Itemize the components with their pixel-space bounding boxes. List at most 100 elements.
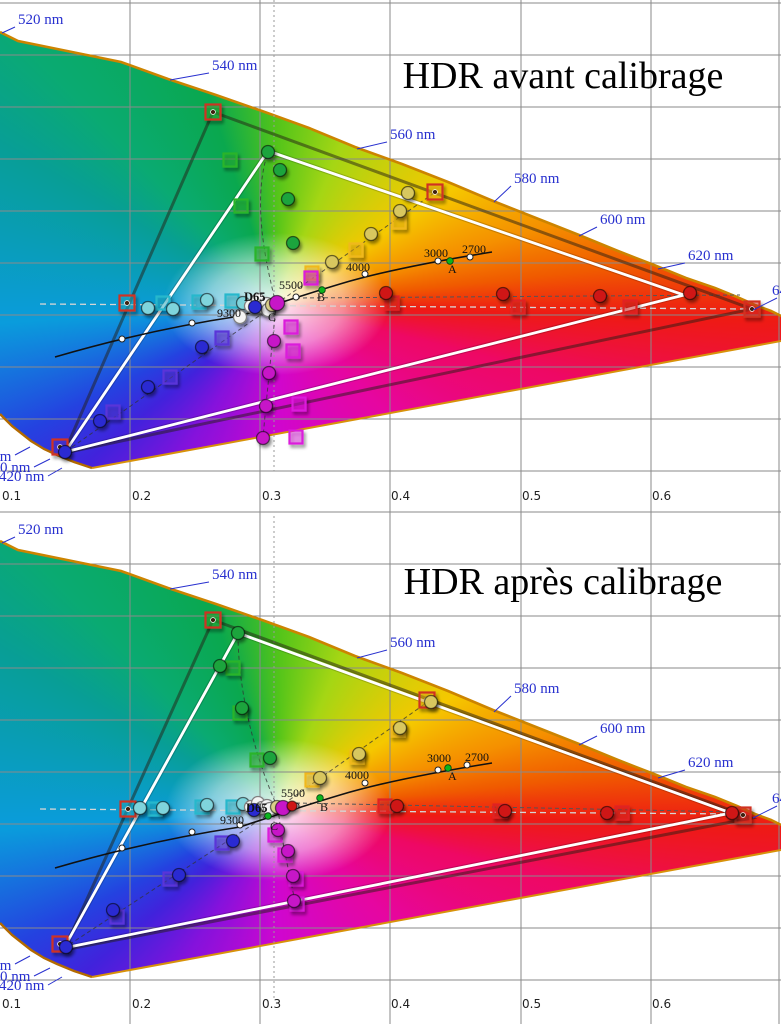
measured-point-magenta [255, 430, 271, 446]
reference-point-magenta [283, 319, 299, 335]
temp-label-C: C [268, 310, 276, 324]
wavelength-leader-line [169, 72, 210, 81]
measured-point-yellow [351, 746, 367, 762]
wavelength-leader-line [1, 26, 16, 34]
wavelength-label: 560 nm [390, 635, 436, 651]
measured-point-green [285, 235, 301, 251]
blackbody-temp-dot [466, 253, 474, 261]
measured-point-magenta [270, 822, 286, 838]
blackbody-temp-dot [292, 293, 300, 301]
measured-point-blue [194, 339, 210, 355]
reference-point-magenta [288, 429, 304, 445]
temp-label-4000: 4000 [345, 768, 369, 782]
reference-glyph-green [210, 109, 216, 115]
axis-tick-label: 0.1 [2, 489, 21, 503]
axis-tick-label: 0.2 [132, 997, 151, 1011]
wavelength-leader-line [493, 185, 512, 203]
reference-point-blue [162, 369, 178, 385]
purple-boundary-line [91, 849, 781, 978]
reference-point-magenta [303, 270, 319, 286]
small-green-dot [444, 764, 452, 772]
wavelength-leader-line [14, 955, 31, 965]
measured-point-yellow [400, 185, 416, 201]
wavelength-leader-line [169, 581, 210, 590]
wavelength-label: 540 nm [212, 567, 258, 583]
chart-title-after: HDR après calibrage [403, 561, 723, 603]
temp-label-B: B [317, 290, 325, 304]
wavelength-leader-line [356, 649, 388, 659]
measured-point-magenta [285, 868, 301, 884]
wavelength-label: 640 nm [772, 791, 781, 807]
axis-tick-label: 0.3 [262, 489, 281, 503]
measured-point-cyan [199, 292, 215, 308]
wavelength-label: 520 nm [18, 12, 64, 28]
measured-point-green [234, 700, 250, 716]
reference-point-blue [214, 330, 230, 346]
wavelength-leader-line [578, 226, 598, 237]
measured-point-yellow [392, 203, 408, 219]
wavelength-label: 440 nm [0, 460, 31, 476]
reference-point-red [377, 798, 393, 814]
reference-glyph-cyan [124, 300, 130, 306]
temp-label-D65: D65 [246, 801, 268, 815]
wavelength-leader-line [752, 297, 778, 311]
reference-point-magenta [285, 343, 301, 359]
measured-point-cyan [199, 797, 215, 813]
gamut-triangle-native [61, 618, 758, 953]
measured-point-cyan [155, 800, 171, 816]
axis-tick-label: 0.3 [262, 997, 281, 1011]
temp-label-2700: 2700 [462, 242, 486, 256]
blackbody-temp-dot [188, 319, 196, 327]
red-sweep-dashed [295, 802, 737, 813]
measured-point-blue [92, 413, 108, 429]
measured-point-green [280, 191, 296, 207]
measured-point-red [724, 805, 740, 821]
wavelength-leader-line [33, 967, 51, 977]
reference-point-blue [105, 404, 121, 420]
small-green-dot [316, 794, 324, 802]
chart-title-before: HDR avant calibrage [402, 55, 724, 97]
measured-point-blue [58, 939, 74, 955]
temp-label-3000: 3000 [424, 246, 448, 260]
measured-point-magenta [286, 893, 302, 909]
measured-point-red [389, 798, 405, 814]
blackbody-temp-dot [434, 257, 442, 265]
blackbody-temp-dot [118, 844, 126, 852]
measured-point-red [682, 285, 698, 301]
measured-point-blue [225, 833, 241, 849]
reference-point-red [622, 299, 638, 315]
saturation-sweep-dashed [260, 151, 277, 305]
reference-point-magenta [291, 396, 307, 412]
reference-point-green [225, 660, 241, 676]
measured-point-green [262, 750, 278, 766]
reference-point-green [233, 198, 249, 214]
spectral-locus-edge-blue [0, 413, 93, 470]
reference-glyph-red [749, 306, 755, 312]
temp-label-9300: 9300 [217, 306, 241, 320]
reference-glyph-cyan [125, 806, 131, 812]
axis-tick-label: 0.5 [522, 997, 541, 1011]
purple-boundary-line [91, 340, 781, 469]
measured-point-yellow [324, 254, 340, 270]
measured-point-magenta [266, 333, 282, 349]
saturation-sweep-dashed [237, 632, 279, 809]
measured-point-green [230, 625, 246, 641]
wavelength-label: 420 nm [0, 469, 45, 485]
wavelength-leader-line [1, 536, 16, 544]
temp-label-A: A [448, 262, 457, 276]
measured-point-cyan [165, 301, 181, 317]
measured-point-yellow [423, 694, 439, 710]
gamut-triangle-native [61, 110, 758, 456]
wavelength-label: 580 nm [514, 171, 560, 187]
measured-point-blue [105, 902, 121, 918]
reference-point-green [222, 152, 238, 168]
axis-tick-label: 0.5 [522, 489, 541, 503]
spectral-locus-edge-blue [0, 922, 93, 979]
reference-glyph-red [740, 812, 746, 818]
measured-point-red [495, 286, 511, 302]
measured-point-magenta [261, 365, 277, 381]
measured-point-red [378, 285, 394, 301]
axis-tick-label: 0.4 [391, 997, 410, 1011]
